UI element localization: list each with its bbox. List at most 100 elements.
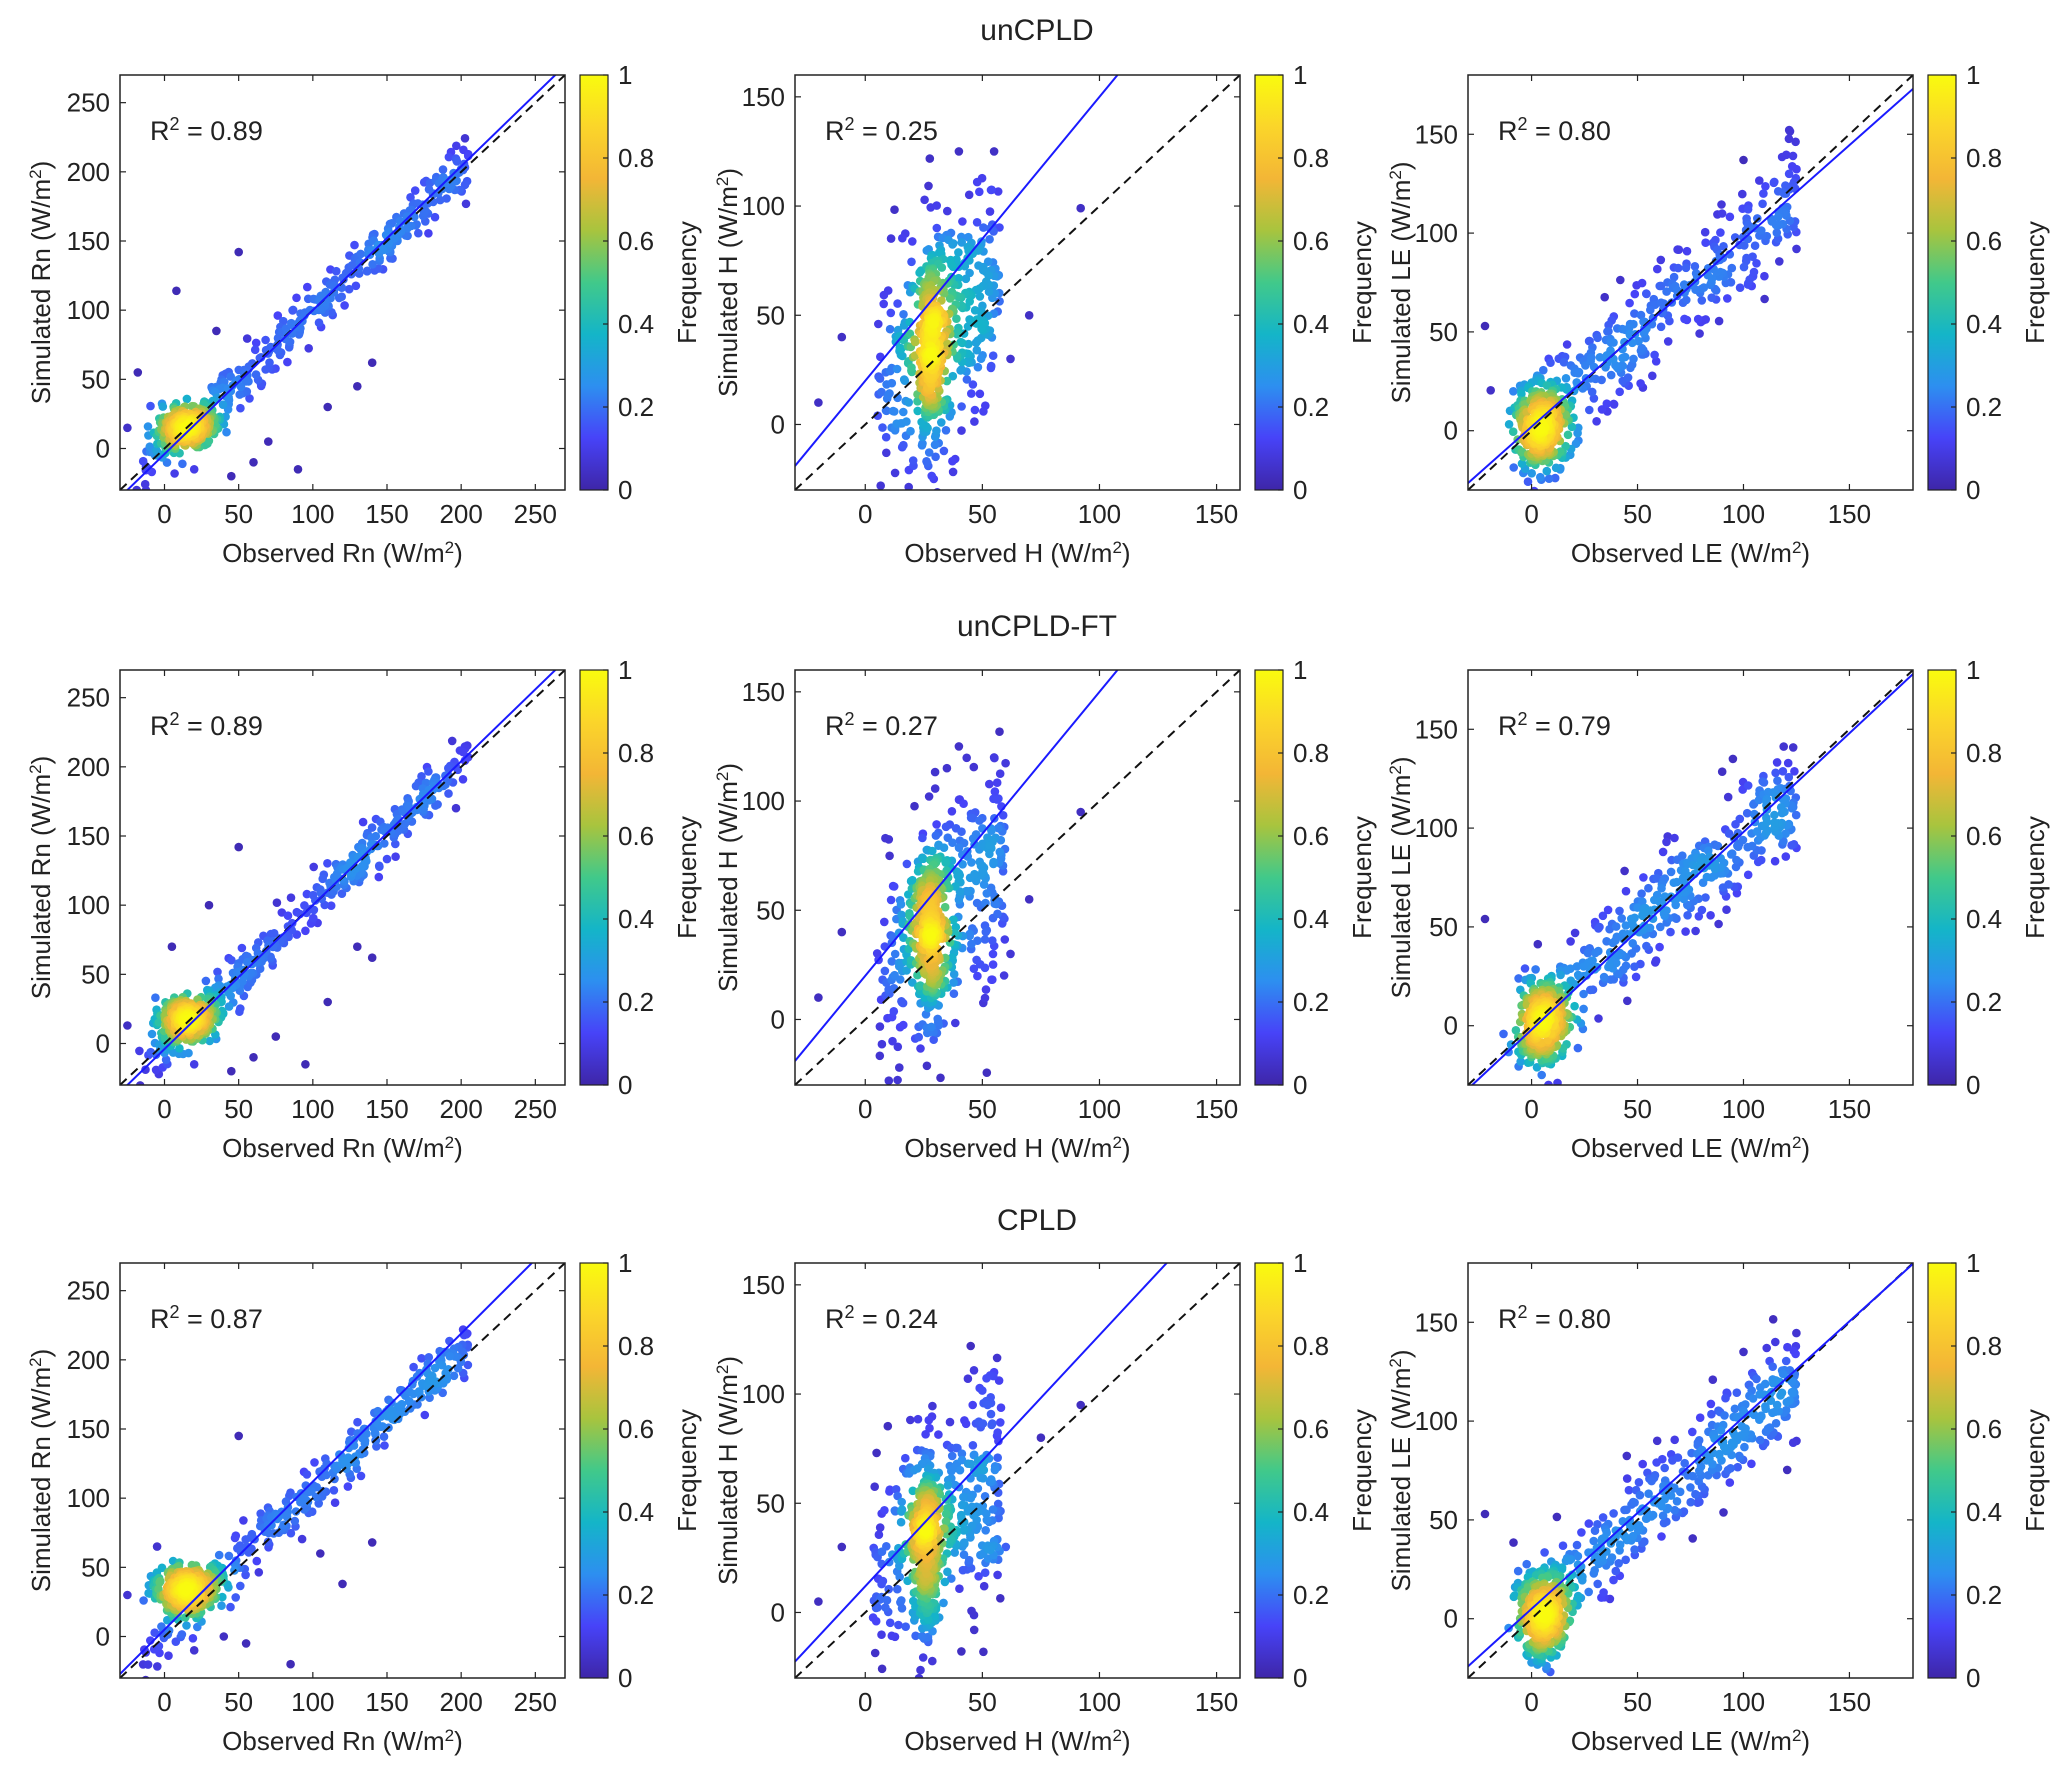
data-point xyxy=(918,833,927,843)
data-point xyxy=(963,1374,973,1383)
data-point xyxy=(914,1673,924,1678)
data-point xyxy=(420,1410,430,1420)
fit-line xyxy=(1468,88,1913,484)
data-point xyxy=(212,326,221,336)
data-point xyxy=(438,1388,448,1398)
data-point xyxy=(899,933,908,942)
y-tick-label: 200 xyxy=(67,157,110,187)
data-point xyxy=(343,1482,353,1491)
x-tick-label: 100 xyxy=(1078,499,1121,529)
data-point xyxy=(239,1516,248,1525)
data-point xyxy=(996,1594,1005,1603)
data-point xyxy=(1697,905,1707,915)
data-point xyxy=(263,1537,273,1547)
colorbar-tick-label: 1 xyxy=(1966,655,1980,685)
data-point xyxy=(1738,835,1748,845)
data-point xyxy=(189,1646,199,1655)
data-point xyxy=(1749,267,1759,277)
x-tick-label: 100 xyxy=(1722,499,1765,529)
data-point xyxy=(956,337,966,347)
data-point xyxy=(1623,996,1632,1006)
data-point xyxy=(887,378,897,388)
data-point xyxy=(1604,320,1613,330)
data-point xyxy=(1750,241,1760,250)
data-point xyxy=(329,1486,339,1495)
y-axis-label: Simulated H (W/m2) xyxy=(713,763,744,992)
colorbar-tick-label: 0.4 xyxy=(1966,309,2002,339)
x-tick-label: 250 xyxy=(514,1094,557,1124)
data-point xyxy=(989,147,999,156)
x-tick-label: 50 xyxy=(224,1687,253,1717)
data-point xyxy=(885,1618,895,1628)
data-point xyxy=(168,1048,178,1057)
data-point xyxy=(969,762,979,772)
data-point xyxy=(954,742,964,751)
y-tick-label: 200 xyxy=(67,752,110,782)
x-tick-label: 0 xyxy=(157,1687,171,1717)
data-point xyxy=(1779,742,1788,751)
data-point xyxy=(1670,833,1679,843)
data-point xyxy=(1669,272,1679,282)
data-point xyxy=(993,909,1002,919)
data-point xyxy=(895,975,905,984)
colorbar-tick-label: 0.2 xyxy=(1293,987,1329,1017)
data-point xyxy=(1656,298,1666,308)
data-point xyxy=(883,1421,893,1431)
data-point xyxy=(1001,758,1010,768)
data-point xyxy=(913,406,922,416)
data-point xyxy=(930,784,940,793)
data-point xyxy=(1714,316,1724,326)
data-point xyxy=(1533,939,1543,949)
data-point xyxy=(311,896,320,905)
data-point xyxy=(1630,962,1639,971)
colorbar-tick-label: 0.8 xyxy=(1293,143,1329,173)
data-point xyxy=(374,872,384,882)
colorbar-tick-label: 0.6 xyxy=(1293,821,1329,851)
data-point xyxy=(269,929,279,938)
data-point xyxy=(910,801,919,811)
data-point xyxy=(1697,296,1707,305)
x-tick-label: 100 xyxy=(291,1094,334,1124)
data-point xyxy=(1745,275,1754,284)
data-point xyxy=(236,1004,245,1013)
data-point xyxy=(452,141,461,151)
data-point xyxy=(1644,883,1653,893)
data-point xyxy=(1612,958,1621,968)
data-point xyxy=(1743,870,1753,880)
data-point xyxy=(927,350,936,360)
data-point xyxy=(141,1065,150,1074)
data-point xyxy=(967,939,976,949)
data-point xyxy=(152,446,161,455)
axes-frame xyxy=(794,74,1241,491)
data-point xyxy=(902,966,911,975)
colorbar-tick-label: 0.4 xyxy=(1293,309,1329,339)
data-point xyxy=(920,195,929,205)
x-tick-label: 200 xyxy=(439,1687,482,1717)
data-point xyxy=(135,1081,145,1085)
data-point xyxy=(1621,886,1631,896)
data-point xyxy=(337,889,347,898)
data-point xyxy=(1781,852,1791,861)
data-point xyxy=(1753,214,1762,223)
data-point xyxy=(924,1687,933,1696)
data-point xyxy=(885,1487,894,1496)
data-point xyxy=(1516,1057,1525,1066)
data-point xyxy=(975,187,984,197)
data-point xyxy=(889,882,899,891)
data-point xyxy=(1728,754,1738,764)
data-point xyxy=(1760,294,1769,304)
data-point xyxy=(889,1007,899,1016)
data-point xyxy=(967,389,976,398)
one-to-one-line xyxy=(795,75,1240,490)
data-point xyxy=(992,1353,1002,1363)
data-point xyxy=(1763,826,1772,835)
data-point xyxy=(341,1456,350,1466)
data-point xyxy=(879,290,889,300)
data-point xyxy=(356,1471,366,1481)
data-point xyxy=(1553,1078,1562,1085)
data-point xyxy=(445,175,454,185)
data-point xyxy=(958,860,967,869)
data-point xyxy=(461,199,471,209)
data-point xyxy=(1509,387,1518,396)
data-point xyxy=(1787,841,1796,850)
